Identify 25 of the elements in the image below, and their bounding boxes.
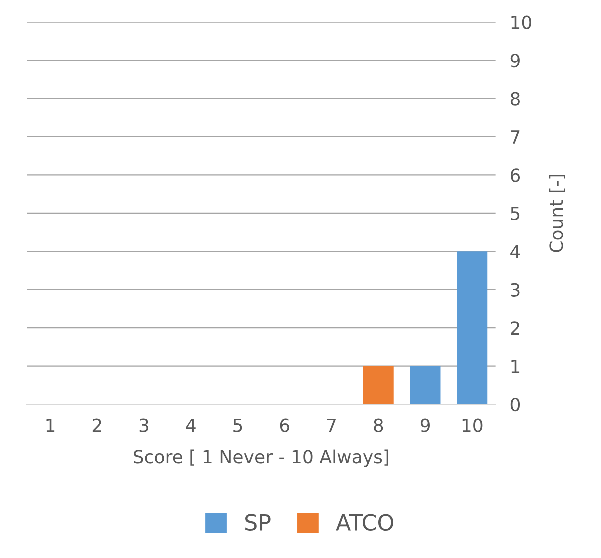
x-tick-label: 1 [46, 418, 55, 432]
y-tick-label: 7 [511, 130, 520, 144]
x-tick-label: 10 [462, 418, 483, 432]
x-tick-label: 4 [186, 418, 196, 432]
x-tick-label: 8 [374, 418, 384, 432]
y-axis-title: Count [-] [549, 175, 566, 252]
y-tick-label: 8 [510, 92, 520, 106]
legend-label: ATCO [336, 514, 394, 532]
x-tick-label: 3 [140, 418, 149, 432]
y-tick-label: 3 [511, 283, 520, 297]
x-axis-title: Score [ 1 Never - 10 Always] [134, 450, 388, 468]
y-tick-label: 1 [512, 360, 520, 374]
y-tick-label: 4 [510, 245, 520, 259]
x-tick-label: 6 [280, 418, 290, 432]
x-tick-label: 7 [327, 418, 336, 432]
x-tick-label: 2 [92, 418, 102, 432]
y-tick-label: 0 [510, 398, 520, 412]
y-tick-label: 2 [511, 322, 520, 335]
y-tick-label: 10 [512, 16, 532, 30]
y-tick-label: 6 [510, 168, 520, 182]
x-tick-label: 9 [420, 418, 430, 432]
x-tick-label: 5 [234, 418, 242, 432]
legend-label: SP [246, 514, 271, 532]
y-tick-label: 5 [511, 207, 520, 221]
y-tick-label: 9 [510, 54, 520, 68]
